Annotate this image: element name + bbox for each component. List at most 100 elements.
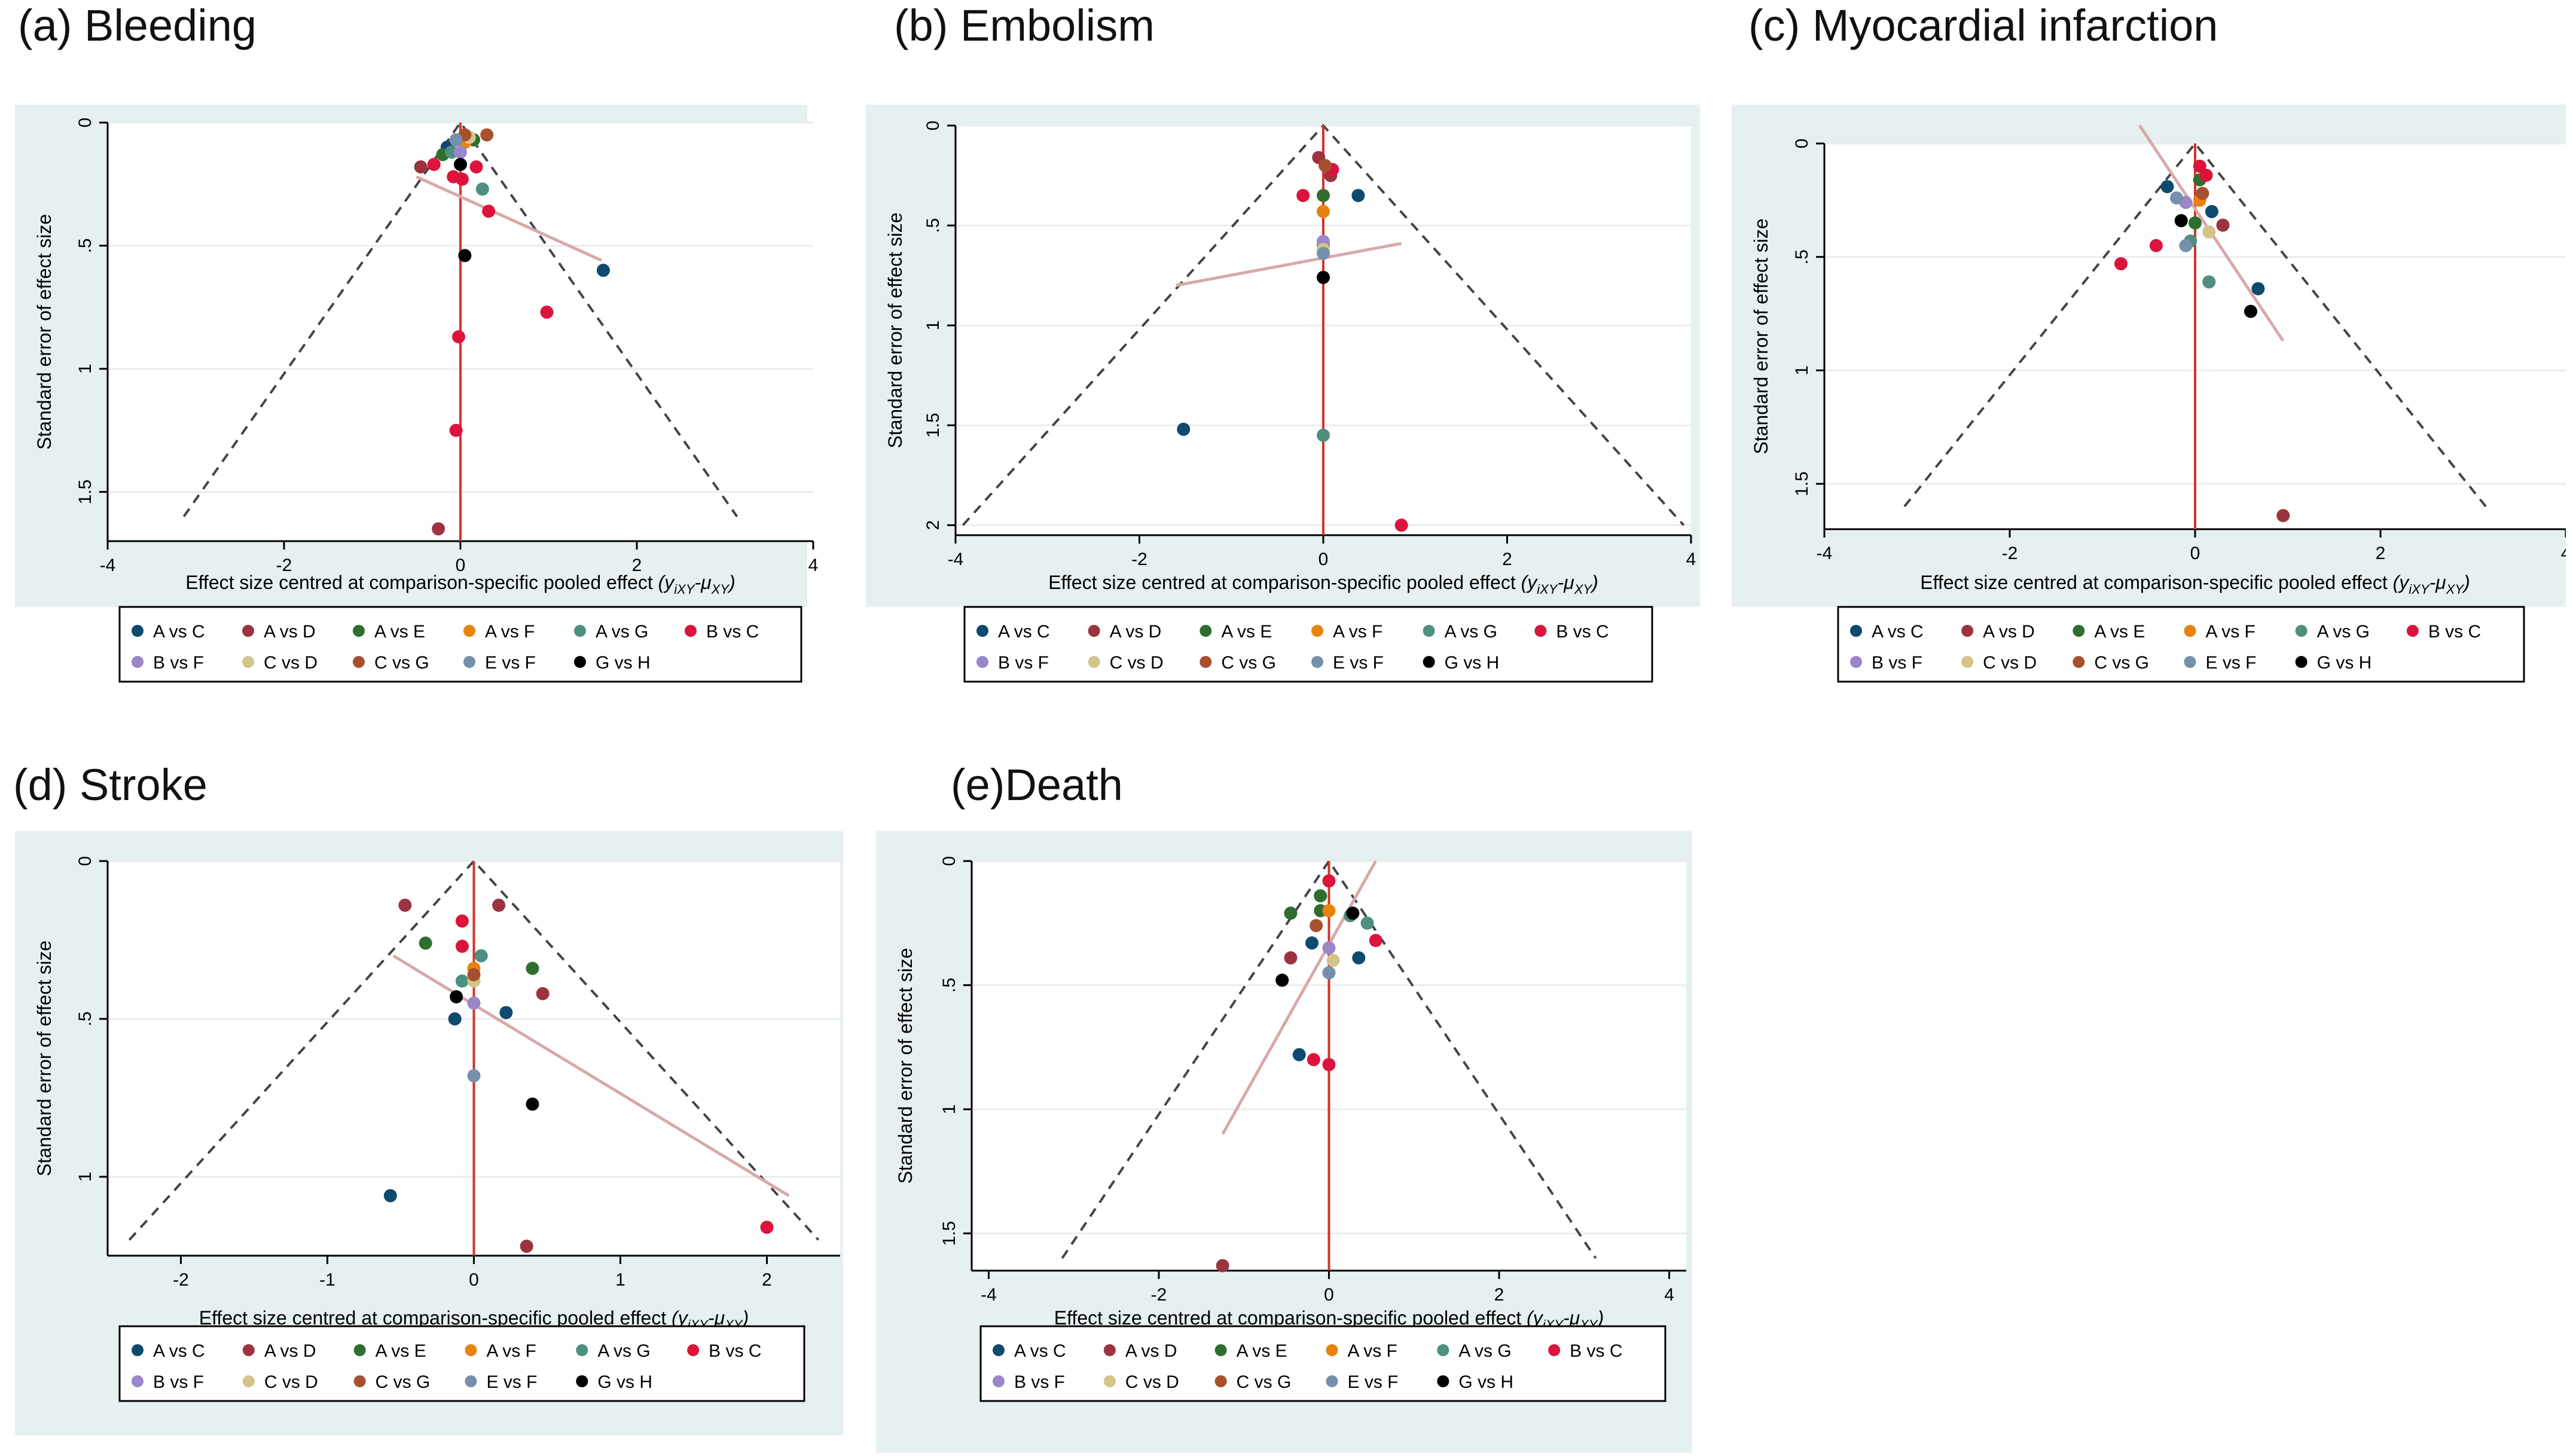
x-tick-label: 0 (2190, 544, 2200, 563)
data-point (458, 249, 472, 262)
data-point (1318, 158, 1332, 172)
legend-label: A vs C (998, 622, 1050, 642)
data-point (1284, 951, 1298, 964)
legend-label: C vs D (1110, 653, 1164, 673)
data-point (492, 898, 506, 912)
data-point (1352, 951, 1366, 964)
y-tick-label: 0 (923, 121, 943, 131)
legend-marker (1214, 1375, 1227, 1387)
data-point (414, 160, 428, 174)
x-tick-label: 4 (2561, 544, 2566, 563)
data-point (467, 996, 481, 1010)
legend-marker (1199, 625, 1212, 637)
legend-box (118, 1325, 805, 1402)
legend-marker (1437, 1344, 1449, 1356)
legend-marker (1423, 656, 1435, 668)
data-points (1216, 874, 1382, 1272)
legend-item: A vs G (574, 622, 648, 642)
data-point (1284, 906, 1298, 920)
legend-item: A vs G (2295, 622, 2370, 642)
data-point (1326, 954, 1340, 967)
panel-myocardial-infarction: (c) Myocardial infarction 0 .5 1 1.5 -4 -2 0 2 4… (1732, 0, 2566, 718)
data-point (454, 145, 467, 159)
legend-label: A vs G (1458, 1341, 1511, 1361)
legend-marker (242, 1344, 255, 1356)
data-point (454, 158, 467, 171)
x-tick-label: -2 (2002, 544, 2018, 563)
legend-marker (2406, 625, 2419, 637)
legend-item: A vs C (976, 622, 1050, 642)
legend-item: A vs F (463, 622, 535, 642)
x-axis-title: Effect size centred at comparison-specif… (1054, 1307, 1604, 1332)
legend-item: C vs D (1103, 1372, 1179, 1392)
legend-label: A vs G (596, 622, 648, 642)
legend-item: B vs F (993, 1372, 1065, 1392)
legend-label: C vs G (374, 653, 429, 673)
legend-marker (993, 1375, 1005, 1387)
legend-marker (1850, 625, 1862, 637)
legend-marker (465, 1375, 477, 1387)
legend-marker (465, 1344, 477, 1356)
data-point (2179, 239, 2193, 252)
legend-marker (1437, 1375, 1449, 1387)
funnel-limits (1061, 859, 1597, 1259)
legend-item: C vs D (1088, 653, 1164, 673)
data-point (1296, 188, 1310, 202)
funnel-plot: 0 .5 1 1.5 2 -4 -2 0 2 4 Standard error of effect … (866, 105, 1700, 683)
panel-title: (c) Myocardial infarction (1748, 1, 2218, 50)
y-tick-label: 1.5 (939, 1221, 959, 1246)
legend-label: A vs C (1872, 622, 1924, 642)
y-tick-label: 1 (923, 320, 943, 331)
data-point (596, 264, 610, 277)
legend-marker (2295, 625, 2308, 637)
legend-marker (574, 656, 586, 668)
legend-marker (2184, 625, 2196, 637)
legend-marker (1548, 1344, 1561, 1356)
legend-marker (993, 1344, 1005, 1356)
x-axis-title: Effect size centred at comparison-specif… (199, 1307, 749, 1332)
legend-item: A vs G (576, 1341, 651, 1361)
legend-marker (132, 1344, 144, 1356)
legend-item: A vs C (1850, 622, 1924, 642)
legend-item: E vs F (2184, 653, 2257, 673)
legend-marker (1534, 625, 1547, 637)
legend-label: G vs H (2317, 653, 2372, 673)
x-tick-label: 4 (808, 555, 819, 575)
legend-label: E vs F (1333, 653, 1384, 673)
legend-label: A vs E (1221, 622, 1272, 642)
data-point (526, 961, 539, 975)
legend-label: C vs G (1237, 1372, 1292, 1392)
legend-label: A vs G (1445, 622, 1497, 642)
panel-death: (e)Death 0 .5 1 1.5 -4 -2 0 2 4 Standard error of… (870, 759, 1704, 1453)
data-point (467, 1069, 481, 1083)
legend-label: A vs E (374, 622, 425, 642)
data-point (449, 423, 463, 437)
data-point (499, 1006, 513, 1019)
legend-label: A vs D (1110, 622, 1162, 642)
x-tick-label: -2 (1131, 550, 1147, 569)
data-point (1322, 941, 1336, 955)
data-point (1177, 422, 1191, 436)
legend-marker (1326, 1375, 1338, 1387)
data-point (2170, 191, 2183, 205)
legend-box (118, 606, 802, 683)
legend-marker (1311, 625, 1323, 637)
legend-item: B vs C (2406, 622, 2481, 642)
legend-label: A vs F (485, 622, 535, 642)
legend-label: B vs C (709, 1341, 761, 1361)
data-point (469, 160, 483, 174)
data-point (2196, 187, 2209, 200)
legend-marker (1214, 1344, 1227, 1356)
panel-title: (a) Bleeding (18, 1, 257, 50)
y-tick-label: .5 (75, 238, 95, 253)
data-points (383, 898, 774, 1253)
data-point (398, 898, 412, 912)
legend-marker (353, 625, 365, 637)
legend-marker (1961, 656, 1974, 668)
legend-label: A vs C (153, 1341, 205, 1361)
x-tick-label: -4 (948, 550, 964, 569)
legend-label: A vs D (264, 1341, 316, 1361)
data-point (467, 968, 481, 982)
legend-item: A vs D (242, 622, 316, 642)
legend-marker (132, 625, 144, 637)
